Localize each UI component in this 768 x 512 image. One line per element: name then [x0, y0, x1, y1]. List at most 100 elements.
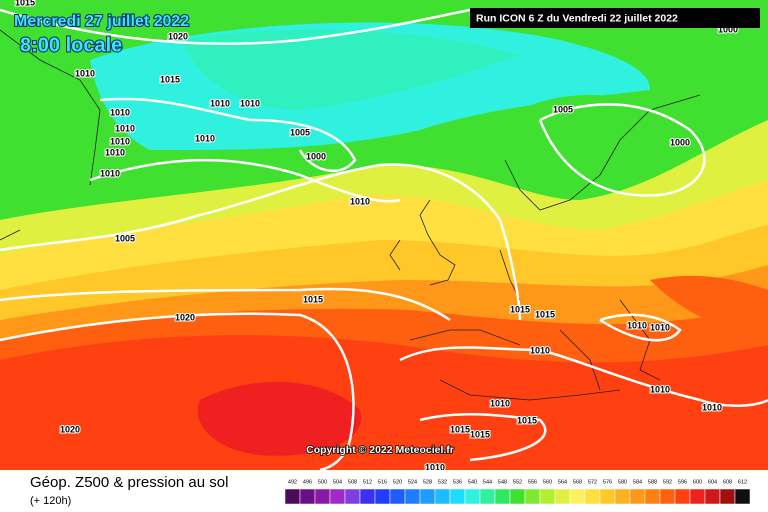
scale-label: 588 — [648, 479, 657, 485]
scale-label: 608 — [723, 479, 732, 485]
footer-title: Géop. Z500 & pression au sol — [30, 474, 228, 491]
scale-label: 520 — [393, 479, 402, 485]
scale-label: 580 — [618, 479, 627, 485]
isobar-label: 1010 — [115, 123, 135, 133]
scale-label: 564 — [558, 479, 567, 485]
scale-label: 568 — [573, 479, 582, 485]
isobar-label: 1010 — [490, 398, 510, 408]
scale-swatch — [479, 488, 496, 505]
scale-swatch — [299, 488, 316, 505]
run-box — [470, 8, 760, 28]
scale-swatch — [659, 488, 676, 505]
scale-label: 548 — [498, 479, 507, 485]
isobar-label: 1020 — [175, 312, 195, 322]
isobar-label: 1015 — [160, 74, 180, 84]
scale-swatch — [674, 488, 691, 505]
isobar-label: 1005 — [290, 127, 310, 137]
scale-label: 600 — [693, 479, 702, 485]
isobar-label: 1010 — [100, 168, 120, 178]
isobar-label: 1015 — [535, 309, 555, 319]
scale-swatch — [629, 488, 646, 505]
isobar-label: 1020 — [168, 31, 188, 41]
scale-swatch — [584, 488, 601, 505]
scale-swatch — [314, 488, 331, 505]
scale-swatch — [419, 488, 436, 505]
isobar-label: 1010 — [110, 136, 130, 146]
scale-label: 532 — [438, 479, 447, 485]
color-scale: 492 496 500 504 508 512 516 520 524 528 532 536 540 5… — [284, 479, 751, 505]
isobar-label: 1000 — [306, 151, 326, 161]
scale-swatch — [434, 488, 451, 505]
run-info: Run ICON 6 Z du Vendredi 22 juillet 2022 — [476, 12, 678, 24]
scale-swatch — [554, 488, 571, 505]
scale-label: 560 — [543, 479, 552, 485]
isobar-label: 1010 — [702, 402, 722, 412]
scale-swatch — [344, 488, 361, 505]
scale-label: 508 — [348, 479, 357, 485]
scale-label: 536 — [453, 479, 462, 485]
isobar-label: 1010 — [75, 68, 95, 78]
scale-swatch — [509, 488, 526, 505]
isobar-label: 1010 — [530, 345, 550, 355]
scale-swatch — [734, 488, 751, 505]
scale-swatch — [374, 488, 391, 505]
scale-swatch — [329, 488, 346, 505]
scale-label: 516 — [378, 479, 387, 485]
isobar-label: 1015 — [303, 294, 323, 304]
isobar-label: 1020 — [60, 424, 80, 434]
footer-lead: (+ 120h) — [30, 495, 71, 507]
scale-swatch — [464, 488, 481, 505]
isobar-label: 1015 — [517, 415, 537, 425]
isobar-label: 1015 — [510, 304, 530, 314]
isobar-label: 1010 — [195, 133, 215, 143]
forecast-date: Mercredi 27 juillet 2022 — [14, 13, 189, 30]
scale-label: 604 — [708, 479, 717, 485]
scale-label: 504 — [333, 479, 342, 485]
isobar-label: 1015 — [15, 0, 35, 7]
scale-label: 492 — [288, 479, 297, 485]
scale-swatch — [359, 488, 376, 505]
scale-swatch — [449, 488, 466, 505]
scale-label: 576 — [603, 479, 612, 485]
scale-swatch — [719, 488, 736, 505]
scale-label: 596 — [678, 479, 687, 485]
scale-swatch — [404, 488, 421, 505]
scale-label: 572 — [588, 479, 597, 485]
scale-label: 540 — [468, 479, 477, 485]
isobar-label: 1010 — [110, 107, 130, 117]
isobar-label: 1010 — [350, 196, 370, 206]
copyright: Copyright © 2022 Meteociel.fr — [306, 444, 454, 456]
isobar-label: 1015 — [450, 424, 470, 434]
isobar-label: 1000 — [670, 137, 690, 147]
scale-label: 552 — [513, 479, 522, 485]
isobar-label: 1010 — [650, 322, 670, 332]
isobar-label: 1010 — [627, 320, 647, 330]
coastlines — [0, 29, 701, 401]
forecast-time: 8:00 locale — [20, 34, 122, 56]
isobar-label: 1005 — [553, 104, 573, 114]
scale-label: 512 — [363, 479, 372, 485]
scale-swatch — [614, 488, 631, 505]
scale-label: 500 — [318, 479, 327, 485]
scale-swatch — [389, 488, 406, 505]
scale-swatch — [539, 488, 556, 505]
scale-label: 584 — [633, 479, 642, 485]
scale-label: 556 — [528, 479, 537, 485]
scale-label: 612 — [738, 479, 747, 485]
scale-label: 496 — [303, 479, 312, 485]
scale-swatch — [599, 488, 616, 505]
scale-swatch — [644, 488, 661, 505]
scale-label: 592 — [663, 479, 672, 485]
isobars — [0, 8, 768, 472]
isobar-label: 1010 — [105, 147, 125, 157]
scale-swatch — [569, 488, 586, 505]
scale-swatch — [524, 488, 541, 505]
scale-label: 528 — [423, 479, 432, 485]
isobar-label: 1010 — [650, 384, 670, 394]
isobar-label: 1005 — [115, 233, 135, 243]
isobar-label: 1010 — [210, 98, 230, 108]
scale-label: 524 — [408, 479, 417, 485]
scale-label: 544 — [483, 479, 492, 485]
